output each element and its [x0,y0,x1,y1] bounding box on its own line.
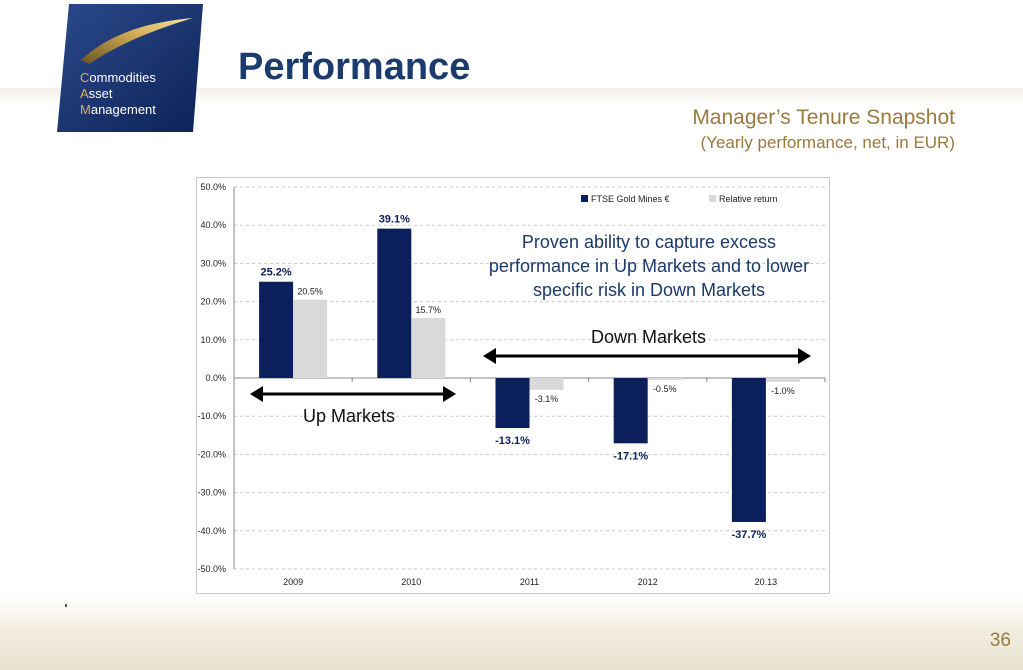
company-logo [57,4,203,132]
data-label: 15.7% [416,305,442,315]
y-tick-label: 20.0% [200,297,226,307]
performance-bar-chart: 50.0% 40.0% 30.0% 20.0% 10.0% 0.0% -10.0% -20.0… [197,182,826,587]
chart-container: 50.0% 40.0% 30.0% 20.0% 10.0% 0.0% -10.0% -20.0… [196,177,830,594]
data-label: 25.2% [260,267,291,279]
bar-relative [411,318,446,378]
y-tick-label: -30.0% [197,488,226,498]
data-label: -0.5% [653,384,677,394]
chart-callout: Proven ability to capture excess perform… [488,232,810,300]
header-band [0,88,1023,104]
y-tick-label: -20.0% [197,449,226,459]
data-label: -13.1% [495,435,530,447]
y-tick-label: -50.0% [197,564,226,574]
footer-band [0,596,1023,670]
down-markets-label: Down Markets [591,327,707,347]
data-label: -37.7% [731,529,766,541]
bar-ftse [731,378,766,523]
y-tick-label: 0.0% [205,373,226,383]
legend-swatch [709,195,716,202]
bar-ftse [613,378,648,444]
legend-label: Relative return [719,194,778,204]
y-tick-label: 30.0% [200,258,226,268]
bar-ftse [377,228,412,378]
data-label: -3.1% [535,394,559,404]
page-number: 36 [989,630,1011,651]
down-markets-arrow [483,348,811,364]
y-tick-label: 10.0% [200,335,226,345]
up-markets-arrow [250,386,456,402]
page-title: Performance [238,46,471,88]
x-tick-label: 20.13 [755,577,778,587]
logo-wordmark: Commodities Asset Management [80,70,156,117]
legend-swatch [581,195,588,202]
y-tick-label: -10.0% [197,411,226,421]
x-tick-label: 2009 [283,577,303,587]
footer-mark [65,604,67,607]
y-tick-label: 50.0% [200,182,226,192]
bar-relative [529,378,564,390]
up-markets-label: Up Markets [303,406,396,426]
bar-ftse [495,378,530,429]
page-subtitle: Manager’s Tenure Snapshot [692,106,955,129]
y-tick-label: 40.0% [200,220,226,230]
x-tick-label: 2012 [638,577,658,587]
data-label: -1.0% [771,386,795,396]
data-label: 20.5% [297,287,323,297]
x-tick-label: 2010 [401,577,421,587]
data-label: 39.1% [379,214,410,226]
bar-relative [647,378,682,380]
bar-relative [765,378,800,382]
legend-label: FTSE Gold Mines € [591,194,670,204]
x-tick-label: 2011 [520,577,539,587]
data-label: -17.1% [613,450,648,462]
bar-ftse [259,281,294,378]
y-tick-label: -40.0% [197,526,226,536]
bar-relative [293,299,328,378]
page-subtitle-detail: (Yearly performance, net, in EUR) [700,133,955,152]
